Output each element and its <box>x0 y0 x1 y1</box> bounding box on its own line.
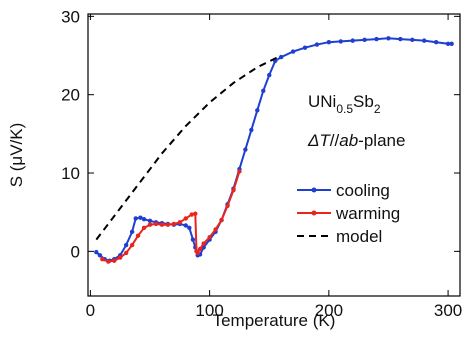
y-tick-label: 30 <box>61 7 80 26</box>
data-point <box>243 147 248 152</box>
y-axis-label: S (μV/K) <box>7 123 26 188</box>
annotation-part: ΔT <box>307 131 331 150</box>
data-point <box>123 250 129 256</box>
legend-marker <box>311 210 317 216</box>
data-point <box>302 45 308 50</box>
legend-marker <box>311 187 317 193</box>
data-point <box>165 222 171 227</box>
annotation-part: -plane <box>358 131 405 150</box>
data-point <box>231 188 236 193</box>
annotation-part: Sb <box>353 92 374 111</box>
data-point <box>290 49 296 54</box>
data-point <box>141 217 147 222</box>
data-point <box>129 229 135 234</box>
x-tick-label: 300 <box>434 301 462 320</box>
data-point <box>261 88 266 93</box>
x-tick-label: 200 <box>315 301 343 320</box>
data-point <box>135 233 141 238</box>
data-point <box>177 220 183 225</box>
data-point <box>106 259 111 264</box>
x-axis-label: Temperature (K) <box>213 311 336 330</box>
data-point <box>362 37 367 43</box>
data-point <box>278 54 284 60</box>
legend-label: warming <box>335 204 400 223</box>
data-point <box>123 242 129 248</box>
series-line <box>95 54 282 241</box>
data-point <box>433 40 439 45</box>
data-point <box>138 215 143 220</box>
y-tick-label: 0 <box>71 242 80 261</box>
data-point <box>314 42 320 47</box>
data-point <box>201 241 206 246</box>
data-point <box>183 223 188 228</box>
data-point <box>141 225 147 231</box>
annotation-part: // <box>330 131 340 150</box>
data-point <box>129 242 135 248</box>
data-point <box>213 227 218 232</box>
data-point <box>219 217 224 223</box>
data-point <box>237 169 242 174</box>
annotation-part: 0.5 <box>336 102 353 116</box>
annotation-part: UNi <box>308 92 336 111</box>
annotation-part: 2 <box>374 102 381 116</box>
data-point <box>197 246 203 252</box>
data-point <box>97 253 103 258</box>
data-point <box>100 256 105 262</box>
data-point <box>386 36 391 41</box>
data-point <box>112 258 117 263</box>
data-point <box>193 211 198 216</box>
data-point <box>449 41 454 46</box>
data-point <box>147 218 153 223</box>
x-tick-label: 0 <box>86 301 95 320</box>
data-point <box>422 38 427 43</box>
data-point <box>189 212 194 217</box>
data-point <box>94 249 99 255</box>
data-point <box>187 225 192 231</box>
data-point <box>171 221 177 227</box>
data-point <box>195 250 200 256</box>
data-point <box>350 38 355 43</box>
data-point <box>183 216 188 221</box>
data-point <box>133 216 138 221</box>
data-point <box>267 72 272 78</box>
data-point <box>117 255 123 260</box>
series-line <box>101 171 241 263</box>
data-point <box>338 39 343 44</box>
y-tick-label: 10 <box>61 164 80 183</box>
plot-frame <box>87 13 461 297</box>
data-point <box>159 222 165 227</box>
data-point <box>326 40 332 45</box>
data-point <box>398 36 403 42</box>
data-point <box>225 203 230 209</box>
x-tick-label: 100 <box>195 301 223 320</box>
data-point <box>410 37 415 43</box>
y-tick-label: 20 <box>61 86 80 105</box>
legend-label: model <box>336 227 382 246</box>
annotation-part: ab <box>339 131 358 150</box>
data-point <box>153 221 159 227</box>
data-point <box>255 108 260 113</box>
data-point <box>190 237 196 242</box>
data-point <box>374 36 379 42</box>
data-point <box>249 127 254 133</box>
data-point <box>207 235 212 240</box>
data-point <box>147 222 153 227</box>
annotation: UNi0.5Sb2 <box>308 92 381 116</box>
data-point <box>445 41 451 46</box>
annotation: ΔT//ab-plane <box>307 131 405 150</box>
legend-label: cooling <box>336 181 390 200</box>
